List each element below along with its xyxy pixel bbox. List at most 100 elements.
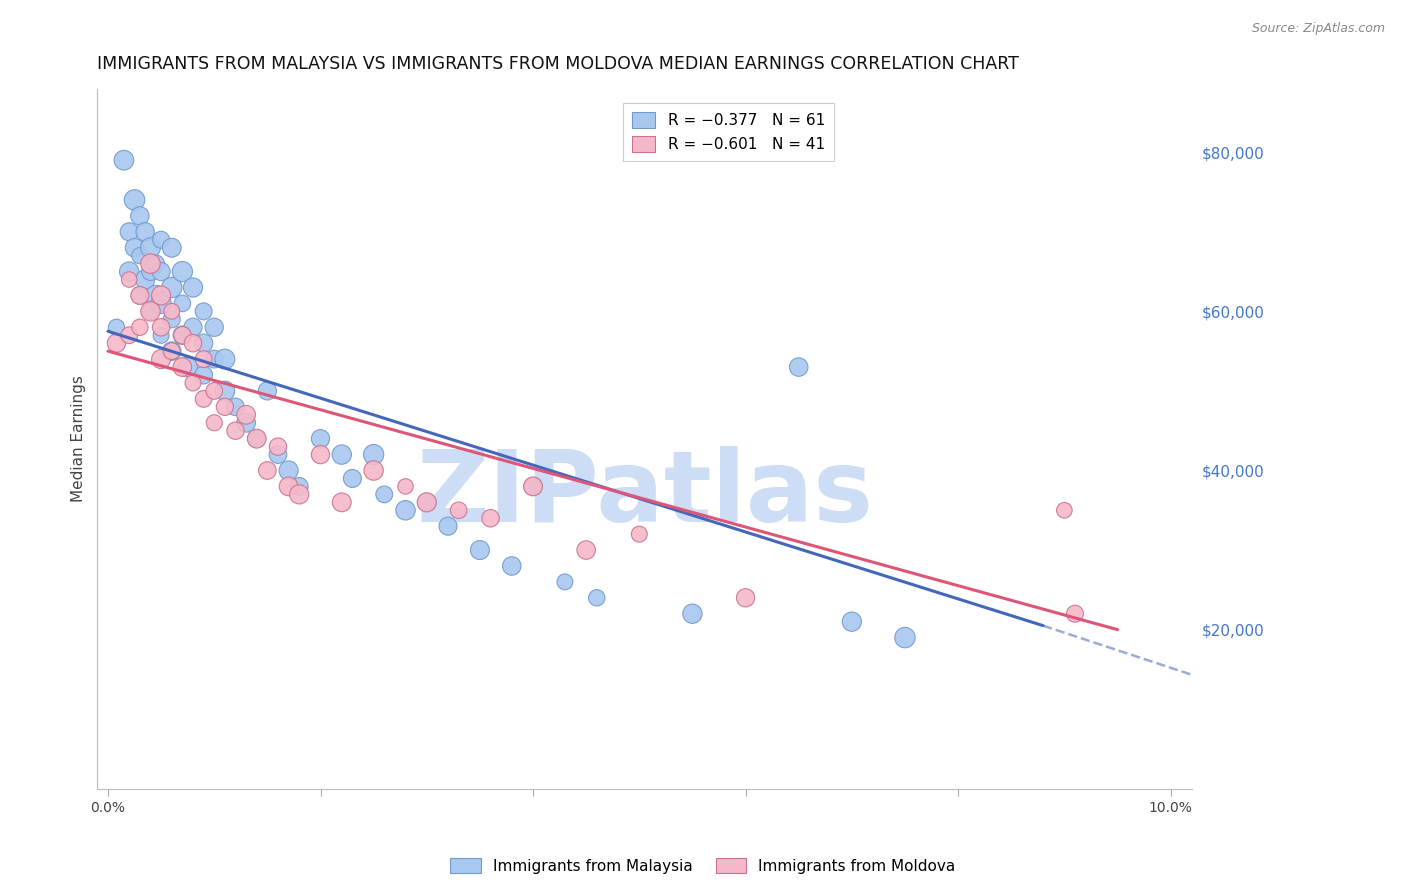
- Point: [235, 408, 257, 422]
- Point: [181, 280, 204, 294]
- Point: [118, 328, 141, 343]
- Point: [139, 304, 162, 318]
- Point: [894, 631, 917, 645]
- Point: [193, 336, 215, 351]
- Point: [394, 503, 416, 517]
- Point: [160, 344, 183, 359]
- Point: [172, 296, 194, 310]
- Point: [181, 320, 204, 334]
- Point: [139, 241, 162, 255]
- Point: [150, 288, 173, 302]
- Point: [267, 448, 290, 462]
- Point: [342, 471, 364, 485]
- Point: [172, 328, 194, 343]
- Point: [160, 241, 183, 255]
- Point: [134, 225, 156, 239]
- Point: [288, 487, 311, 501]
- Point: [150, 296, 173, 310]
- Point: [112, 153, 135, 168]
- Point: [145, 257, 167, 271]
- Point: [193, 392, 215, 406]
- Point: [501, 558, 523, 573]
- Point: [309, 432, 332, 446]
- Point: [468, 543, 491, 558]
- Point: [128, 249, 150, 263]
- Legend: R = −0.377   N = 61, R = −0.601   N = 41: R = −0.377 N = 61, R = −0.601 N = 41: [623, 103, 834, 161]
- Point: [214, 384, 236, 398]
- Point: [160, 280, 183, 294]
- Point: [267, 440, 290, 454]
- Point: [373, 487, 395, 501]
- Point: [128, 320, 150, 334]
- Point: [118, 272, 141, 286]
- Point: [150, 328, 173, 343]
- Point: [181, 376, 204, 390]
- Point: [681, 607, 703, 621]
- Point: [447, 503, 470, 517]
- Point: [145, 288, 167, 302]
- Point: [309, 448, 332, 462]
- Point: [124, 193, 146, 207]
- Point: [734, 591, 756, 605]
- Point: [256, 463, 278, 477]
- Point: [139, 264, 162, 278]
- Point: [172, 264, 194, 278]
- Point: [202, 384, 225, 398]
- Point: [330, 495, 353, 509]
- Point: [585, 591, 607, 605]
- Point: [193, 352, 215, 367]
- Point: [150, 233, 173, 247]
- Point: [150, 264, 173, 278]
- Point: [522, 479, 544, 493]
- Point: [193, 304, 215, 318]
- Point: [193, 368, 215, 382]
- Point: [224, 424, 246, 438]
- Point: [124, 241, 146, 255]
- Point: [224, 400, 246, 414]
- Point: [277, 463, 299, 477]
- Point: [139, 257, 162, 271]
- Point: [437, 519, 460, 533]
- Point: [522, 479, 544, 493]
- Point: [554, 574, 576, 589]
- Point: [160, 304, 183, 318]
- Point: [172, 328, 194, 343]
- Point: [128, 288, 150, 302]
- Point: [150, 352, 173, 367]
- Point: [202, 320, 225, 334]
- Text: ZIPatlas: ZIPatlas: [416, 446, 873, 543]
- Point: [214, 352, 236, 367]
- Point: [330, 448, 353, 462]
- Point: [105, 336, 128, 351]
- Point: [150, 320, 173, 334]
- Point: [181, 336, 204, 351]
- Point: [134, 272, 156, 286]
- Point: [575, 543, 598, 558]
- Point: [416, 495, 439, 509]
- Point: [160, 344, 183, 359]
- Point: [628, 527, 651, 541]
- Point: [235, 416, 257, 430]
- Point: [256, 384, 278, 398]
- Point: [841, 615, 863, 629]
- Point: [214, 400, 236, 414]
- Point: [288, 479, 311, 493]
- Point: [1064, 607, 1087, 621]
- Point: [139, 304, 162, 318]
- Point: [128, 288, 150, 302]
- Point: [172, 360, 194, 375]
- Point: [128, 209, 150, 223]
- Point: [176, 360, 198, 375]
- Point: [416, 495, 439, 509]
- Point: [246, 432, 269, 446]
- Point: [277, 479, 299, 493]
- Point: [160, 312, 183, 326]
- Point: [202, 416, 225, 430]
- Point: [105, 320, 128, 334]
- Text: Source: ZipAtlas.com: Source: ZipAtlas.com: [1251, 22, 1385, 36]
- Point: [394, 479, 416, 493]
- Point: [1053, 503, 1076, 517]
- Legend: Immigrants from Malaysia, Immigrants from Moldova: Immigrants from Malaysia, Immigrants fro…: [444, 852, 962, 880]
- Point: [363, 448, 385, 462]
- Point: [787, 360, 810, 375]
